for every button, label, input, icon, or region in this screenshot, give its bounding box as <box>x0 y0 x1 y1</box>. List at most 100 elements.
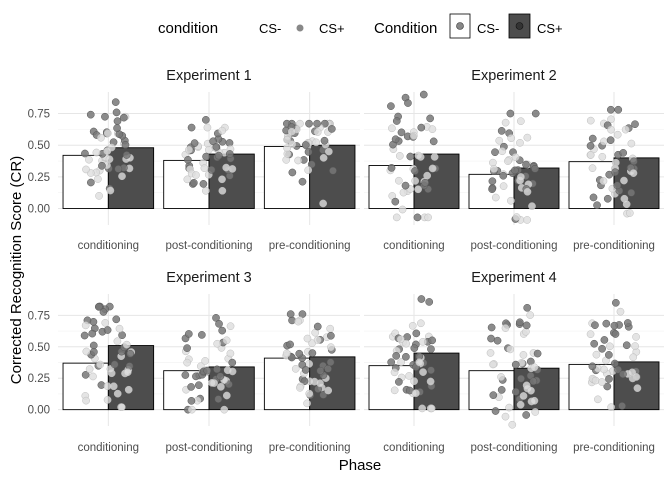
data-point <box>197 331 206 339</box>
data-point <box>226 322 235 331</box>
data-point <box>411 167 419 175</box>
legend-label-cs-minus: CS- <box>259 21 281 36</box>
legend: condition CS- CS+ Condition CS- CS+ <box>158 13 563 39</box>
data-point <box>517 374 525 383</box>
data-point <box>629 169 638 177</box>
data-point <box>313 128 322 136</box>
data-point <box>527 386 535 395</box>
data-point <box>319 154 328 162</box>
data-point <box>326 358 335 367</box>
data-point <box>316 366 325 375</box>
data-point <box>497 386 506 394</box>
data-point <box>501 412 510 421</box>
bar-cs-plus <box>208 153 255 209</box>
data-point <box>427 345 435 353</box>
data-point <box>320 136 329 145</box>
data-point <box>101 112 109 121</box>
legend-box-label-cs-plus: CS+ <box>537 21 563 36</box>
bar-cs-plus <box>413 352 460 411</box>
data-point <box>326 324 335 333</box>
data-point <box>288 140 297 149</box>
data-point <box>506 345 515 354</box>
data-point <box>625 209 634 217</box>
data-point <box>187 383 195 391</box>
data-point <box>288 168 297 177</box>
data-point <box>603 194 612 203</box>
data-point <box>586 330 595 339</box>
data-point <box>632 333 640 341</box>
data-point <box>305 389 314 398</box>
data-point <box>81 149 89 158</box>
data-point <box>411 177 420 185</box>
data-point <box>218 126 227 135</box>
data-point <box>181 371 190 379</box>
data-point <box>85 155 93 164</box>
data-point <box>222 336 231 345</box>
data-point <box>533 349 542 358</box>
data-point <box>390 368 399 377</box>
data-point <box>126 349 135 358</box>
data-point <box>613 181 622 190</box>
x-tick-label: conditioning <box>383 240 444 252</box>
data-point <box>417 123 426 132</box>
data-point <box>395 378 403 386</box>
data-point <box>423 171 432 180</box>
data-point <box>591 376 600 385</box>
data-point <box>122 151 131 159</box>
data-point <box>504 157 512 165</box>
data-point <box>298 177 307 186</box>
data-point <box>613 130 622 139</box>
data-point <box>392 213 401 222</box>
data-point <box>606 136 615 145</box>
y-tick-label: 0.00 <box>28 405 50 417</box>
data-point <box>218 175 226 184</box>
data-point <box>614 105 623 114</box>
data-point <box>286 340 294 349</box>
data-point <box>390 386 399 395</box>
data-point <box>631 342 639 350</box>
bar-cs-plus <box>613 157 660 209</box>
points-conditioning <box>387 295 437 413</box>
data-point <box>105 155 114 164</box>
data-point <box>619 149 628 157</box>
data-point <box>430 153 439 161</box>
data-point <box>412 329 421 338</box>
data-point <box>88 329 97 338</box>
data-point <box>203 366 212 375</box>
data-point <box>487 334 495 343</box>
data-point <box>183 344 191 352</box>
data-point <box>515 318 524 327</box>
data-point <box>90 348 98 356</box>
x-tick-label: pre-conditioning <box>573 240 655 252</box>
data-point <box>86 110 95 119</box>
x-tick-label: pre-conditioning <box>573 442 655 454</box>
data-point <box>631 120 639 129</box>
data-point <box>327 125 336 133</box>
data-point <box>489 391 498 399</box>
x-tick-label: post-conditioning <box>471 240 558 252</box>
data-point <box>312 138 320 147</box>
data-point <box>327 343 335 352</box>
data-point <box>388 124 396 133</box>
data-point <box>103 147 112 155</box>
data-point <box>87 178 95 187</box>
data-point <box>495 136 504 145</box>
data-point <box>506 109 515 118</box>
data-point <box>632 373 641 381</box>
bar-cs-plus <box>309 144 356 209</box>
data-point <box>528 202 536 210</box>
data-point <box>283 135 291 144</box>
data-point <box>118 331 126 340</box>
data-point <box>399 188 408 197</box>
data-point <box>616 307 625 316</box>
data-point <box>391 135 400 144</box>
data-point <box>103 396 112 404</box>
data-point <box>184 330 193 338</box>
data-point <box>286 310 295 318</box>
data-point <box>415 358 424 367</box>
data-point <box>607 125 615 134</box>
data-point <box>194 381 203 390</box>
legend-title-condition: condition <box>158 20 218 37</box>
data-point <box>303 399 311 408</box>
data-point <box>519 351 528 359</box>
